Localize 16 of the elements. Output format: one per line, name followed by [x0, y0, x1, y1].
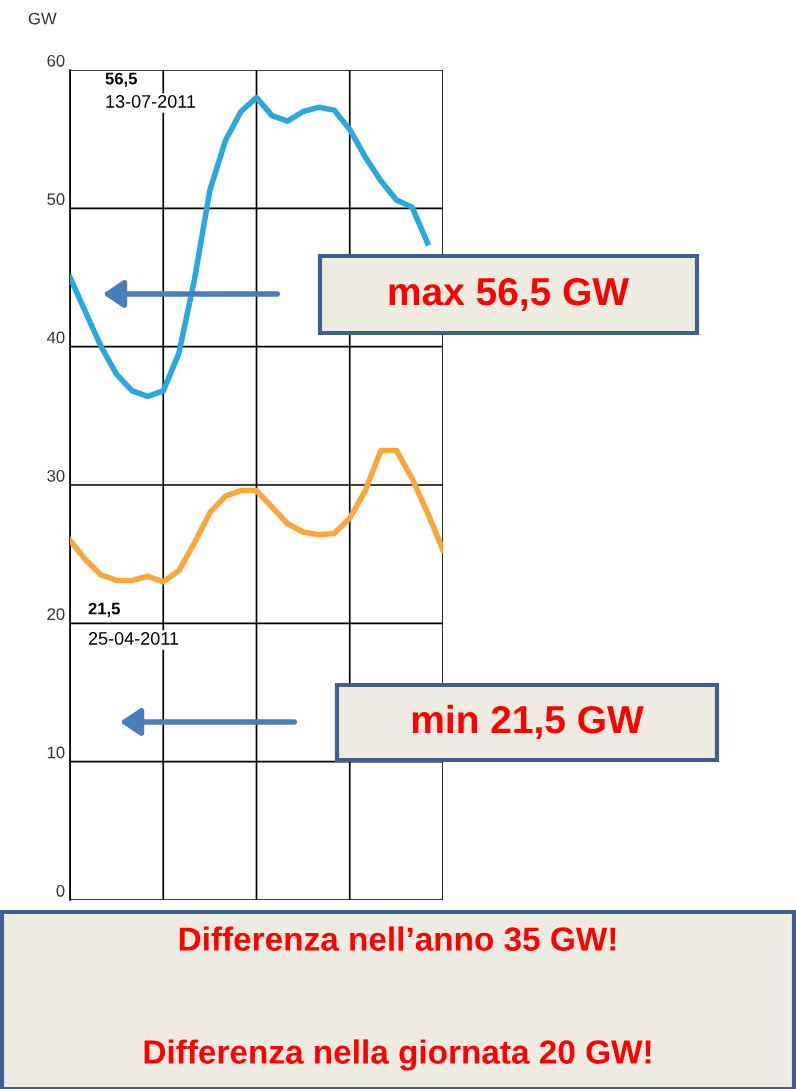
- y-tick-label: 60: [47, 54, 65, 67]
- annotation: 13-07-2011: [106, 95, 196, 108]
- annotation: 21,5: [88, 602, 120, 617]
- y-tick-label: 10: [47, 746, 65, 759]
- y-tick-label: 30: [47, 469, 65, 482]
- y-tick-label: 40: [46, 331, 65, 344]
- text: Differenza nella giornata 20 GW!: [144, 1039, 651, 1071]
- y-tick-label: 0: [56, 884, 65, 897]
- text: Differenza nell’anno 35 GW!: [179, 926, 616, 951]
- y-axis-title: GW: [28, 12, 57, 25]
- annotation: max 56,5 GW: [389, 277, 630, 312]
- y-tick-label: 50: [47, 193, 65, 206]
- annotation: min 21,5 GW: [412, 704, 644, 740]
- annotation: 25-04-2011: [88, 632, 179, 645]
- y-tick-label: 20: [47, 608, 65, 621]
- annotation: 56,5: [105, 72, 137, 87]
